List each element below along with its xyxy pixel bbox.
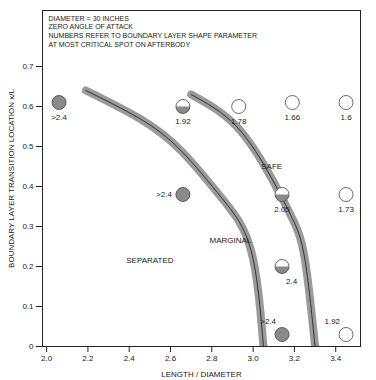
- svg-text:0: 0: [29, 342, 34, 351]
- svg-text:2.0: 2.0: [41, 354, 53, 363]
- svg-text:>2.4: >2.4: [51, 113, 67, 122]
- svg-text:2.4: 2.4: [124, 354, 136, 363]
- svg-text:0.7: 0.7: [22, 62, 34, 71]
- svg-text:SEPARATED: SEPARATED: [126, 256, 173, 265]
- svg-text:1.66: 1.66: [285, 113, 301, 122]
- svg-text:0.4: 0.4: [22, 182, 34, 191]
- svg-text:3.0: 3.0: [248, 354, 260, 363]
- svg-text:0.5: 0.5: [22, 142, 34, 151]
- svg-text:3.2: 3.2: [289, 354, 301, 363]
- svg-text:1.92: 1.92: [324, 317, 340, 326]
- svg-text:DIAMETER = 30 INCHESZERO ANGLE: DIAMETER = 30 INCHESZERO ANGLE OF ATTACK…: [49, 15, 258, 48]
- svg-text:3.4: 3.4: [330, 354, 342, 363]
- svg-text:>2.4: >2.4: [260, 317, 276, 326]
- svg-text:2.8: 2.8: [206, 354, 218, 363]
- svg-text:2.6: 2.6: [165, 354, 177, 363]
- svg-text:0.3: 0.3: [22, 222, 34, 231]
- svg-text:1.92: 1.92: [175, 117, 191, 126]
- svg-text:0.2: 0.2: [22, 262, 34, 271]
- svg-text:SAFE: SAFE: [261, 162, 282, 171]
- svg-text:1.6: 1.6: [340, 113, 352, 122]
- svg-text:2.05: 2.05: [274, 205, 290, 214]
- svg-text:LENGTH / DIAMETER: LENGTH / DIAMETER: [161, 370, 242, 379]
- svg-text:1.78: 1.78: [231, 117, 247, 126]
- svg-text:2.2: 2.2: [82, 354, 94, 363]
- svg-text:2.4: 2.4: [286, 277, 298, 286]
- svg-text:>2.4: >2.4: [156, 190, 172, 199]
- svg-text:MARGINAL: MARGINAL: [210, 236, 252, 245]
- svg-text:0.6: 0.6: [22, 102, 34, 111]
- svg-text:0.1: 0.1: [22, 302, 34, 311]
- svg-text:BOUNDARY LAYER TRANSITION LOCA: BOUNDARY LAYER TRANSITION LOCATION x/L: [7, 89, 16, 268]
- svg-text:1.73: 1.73: [338, 205, 354, 214]
